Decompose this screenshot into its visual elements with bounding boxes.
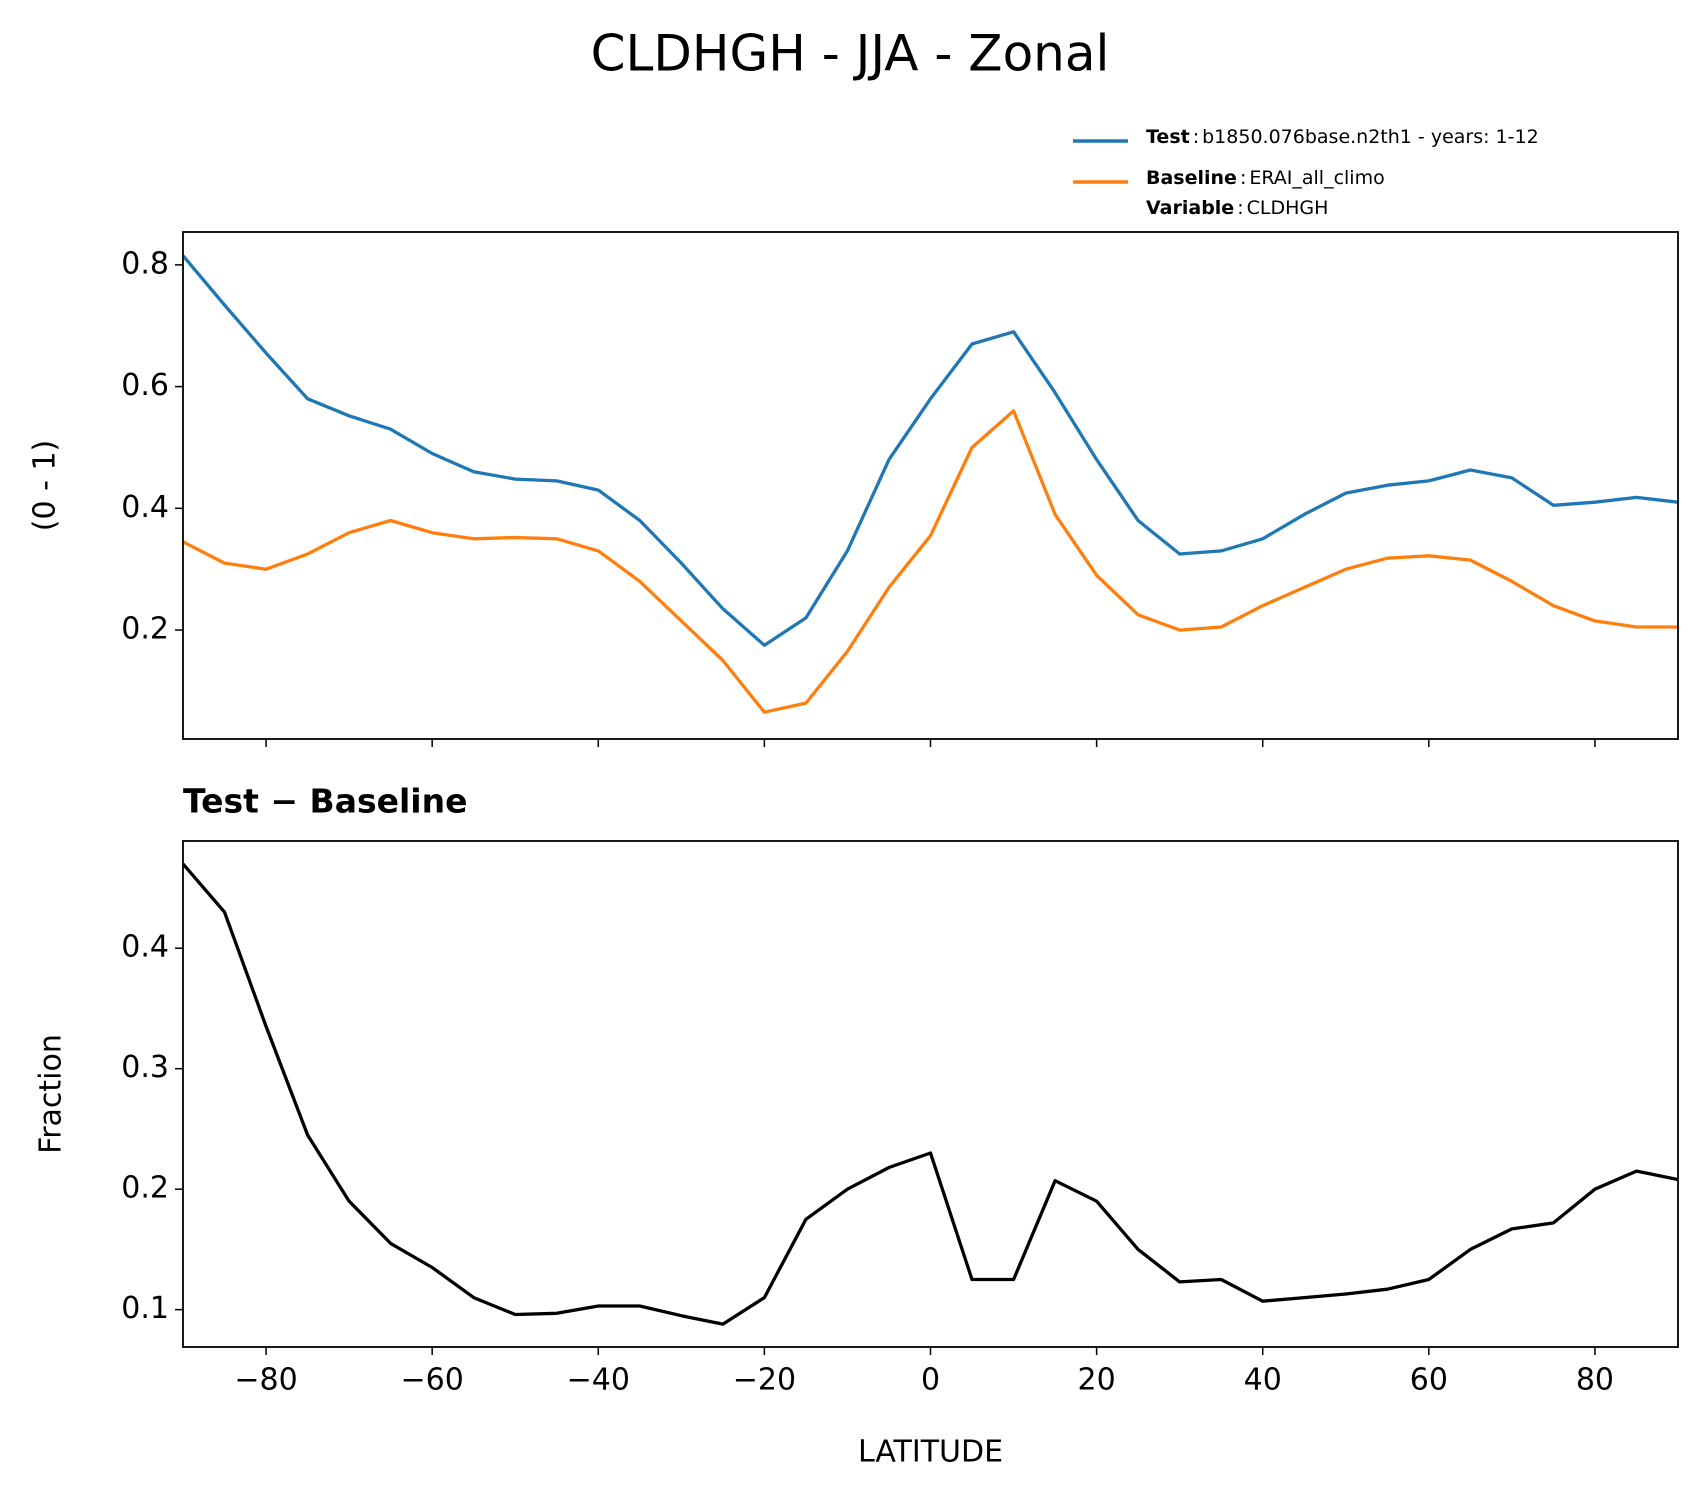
legend-separator: : [1193,126,1199,148]
y-tick-label: 0.4 [121,490,169,525]
x-tick-label: −80 [234,1363,297,1398]
x-tick-label: 40 [1244,1363,1282,1398]
y-tick-label: 0.1 [121,1291,169,1326]
x-tick-label: −60 [401,1363,464,1398]
y-axis-label: Fraction [34,1034,69,1154]
data-line [183,409,1678,714]
legend-entry: Baseline: ERAI_all_climo [1146,167,1385,189]
y-tick-label: 0.8 [121,246,169,281]
legend-separator: : [1237,197,1243,219]
x-tick-label: 20 [1078,1363,1116,1398]
x-tick-label: −40 [567,1363,630,1398]
legend-name: Variable [1146,197,1234,219]
figure-title: CLDHGH - JJA - Zonal [591,25,1110,83]
x-tick-label: 80 [1576,1363,1614,1398]
legend-name: Baseline [1146,167,1237,189]
y-tick-label: 0.6 [121,368,169,403]
legend-separator: : [1240,167,1246,189]
y-axis-label: (0 - 1) [28,440,63,531]
data-line [183,254,1678,647]
legend-text: CLDHGH [1247,197,1329,219]
x-tick-label: 0 [921,1363,940,1398]
subplot-title: Test − Baseline [183,782,468,821]
axes-frame [182,840,1679,1348]
legend-name: Test [1146,126,1190,148]
x-axis-label: LATITUDE [858,1435,1003,1470]
axes-frame [182,231,1679,740]
legend-entry: Test: b1850.076base.n2th1 - years: 1-12 [1146,126,1539,148]
legend-entry: Variable: CLDHGH [1146,197,1328,219]
data-line [183,862,1678,1326]
legend-text: ERAI_all_climo [1249,167,1384,189]
y-tick-label: 0.2 [121,612,169,647]
y-tick-label: 0.3 [121,1050,169,1085]
y-tick-label: 0.2 [121,1171,169,1206]
x-tick-label: −20 [733,1363,796,1398]
y-tick-label: 0.4 [121,930,169,965]
legend-text: b1850.076base.n2th1 - years: 1-12 [1202,126,1539,148]
x-tick-label: 60 [1410,1363,1448,1398]
